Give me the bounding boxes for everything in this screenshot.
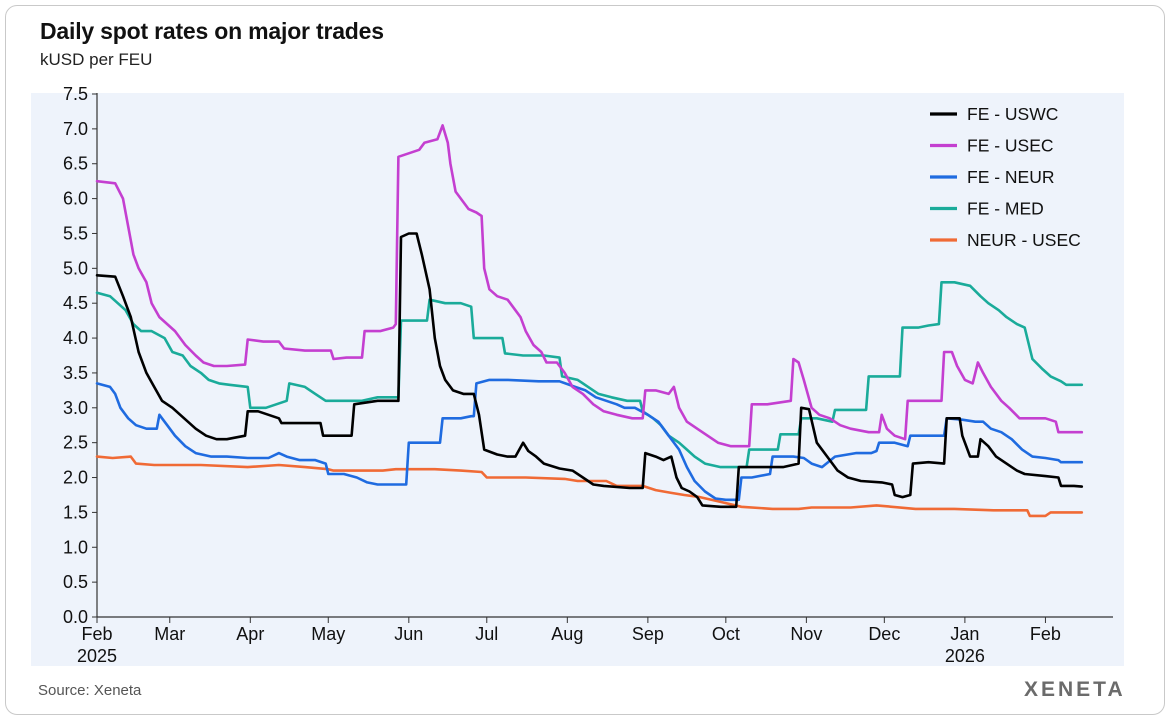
y-tick-label: 5.0 [63, 258, 88, 278]
legend: FE - USWC FE - USEC FE - NEUR FE - MED NEUR … [930, 104, 1081, 250]
x-tick-label: Dec [868, 624, 900, 644]
brand-logo: XENETA [1024, 678, 1126, 701]
series-line-fe-uswc [95, 232, 1084, 509]
series-line-neur-usec [95, 455, 1084, 518]
x-tick-label: Jul [475, 624, 498, 644]
y-axis-band [31, 93, 97, 666]
source-note: Source: Xeneta [38, 682, 142, 699]
y-tick-label: 2.0 [63, 468, 88, 488]
legend-label: FE - MED [967, 199, 1044, 219]
x-tick-label: Apr [236, 624, 264, 644]
series-lines [95, 124, 1084, 518]
y-axis: 0.0 0.5 1.0 1.5 2.0 2.5 3.0 3.5 4.0 4.5 5.0 5.5 6.0 6… [63, 84, 97, 627]
y-tick-label: 6.5 [63, 154, 88, 174]
y-tick-label: 0.0 [63, 607, 88, 627]
y-tick-label: 3.0 [63, 398, 88, 418]
legend-label: FE - USEC [967, 136, 1054, 156]
y-tick-label: 7.5 [63, 84, 88, 104]
x-tick-label: May [311, 624, 345, 644]
x-tick-year-label: 2025 [77, 646, 117, 666]
x-tick-label: Nov [790, 624, 822, 644]
x-tick-label: Aug [551, 624, 583, 644]
x-tick-label: Jan [950, 624, 979, 644]
y-tick-label: 4.0 [63, 328, 88, 348]
x-tick-label: Feb [81, 624, 112, 644]
x-tick-label: Oct [712, 624, 740, 644]
x-tick-label: Feb [1030, 624, 1061, 644]
y-tick-label: 6.0 [63, 189, 88, 209]
y-tick-label: 4.5 [63, 293, 88, 313]
y-tick-label: 5.5 [63, 223, 88, 243]
x-tick-year-label: 2026 [945, 646, 985, 666]
y-tick-label: 2.5 [63, 433, 88, 453]
y-tick-label: 1.0 [63, 537, 88, 557]
series-line-fe-neur [95, 378, 1084, 502]
legend-label: FE - USWC [967, 104, 1058, 124]
x-tick-label: Sep [632, 624, 664, 644]
series-line-fe-usec [95, 124, 1084, 448]
legend-label: FE - NEUR [967, 167, 1055, 187]
chart-subtitle: kUSD per FEU [40, 50, 153, 69]
legend-label: NEUR - USEC [967, 230, 1081, 250]
y-tick-label: 3.5 [63, 363, 88, 383]
y-tick-label: 7.0 [63, 119, 88, 139]
plot-area [97, 93, 1124, 666]
chart-title: Daily spot rates on major trades [40, 18, 384, 44]
x-tick-label: Jun [394, 624, 423, 644]
series-line-fe-med [95, 281, 1084, 469]
x-tick-label: Mar [154, 624, 185, 644]
y-tick-label: 0.5 [63, 572, 88, 592]
y-tick-label: 1.5 [63, 502, 88, 522]
